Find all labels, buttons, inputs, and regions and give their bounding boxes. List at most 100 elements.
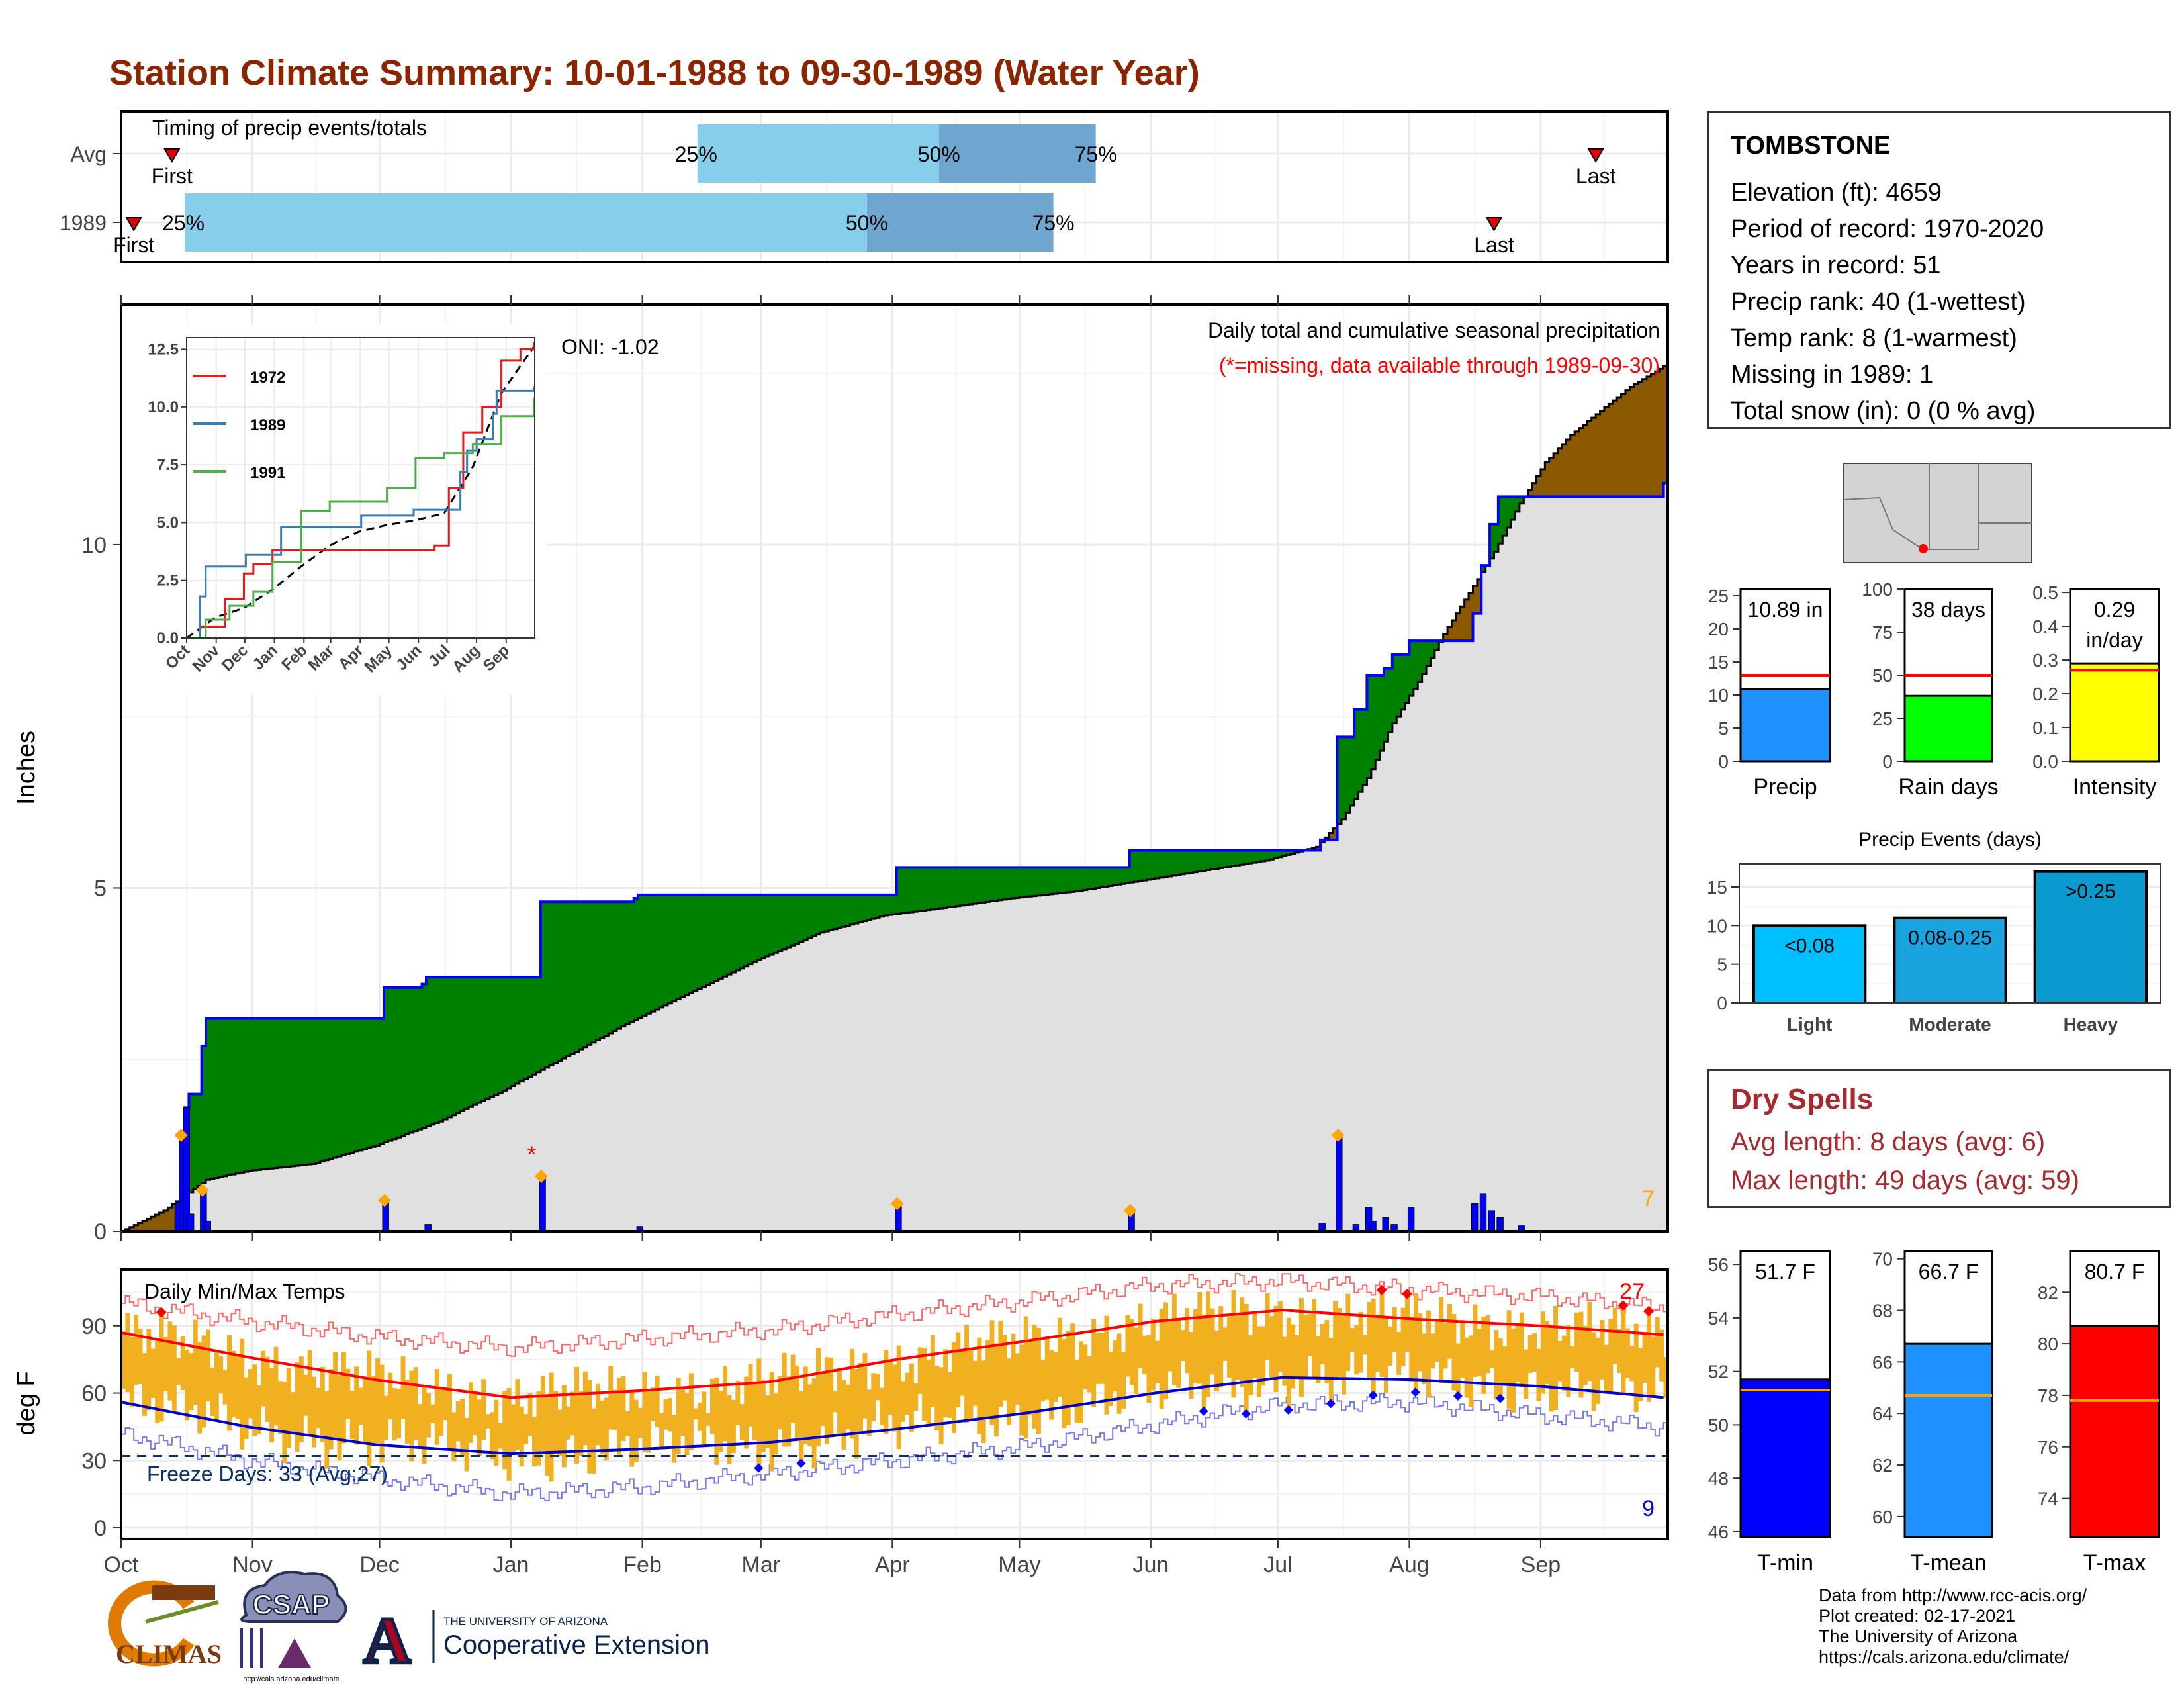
events-title: Precip Events (days): [1858, 829, 2042, 851]
daily-temp-range-bar: [795, 1365, 799, 1442]
above-normal-fill: [227, 1018, 232, 1176]
daily-temp-range-bar: [1070, 1323, 1075, 1405]
above-normal-fill: [1185, 850, 1190, 874]
daily-temp-range-bar: [430, 1404, 435, 1424]
daily-precip-bar: [1369, 1220, 1377, 1232]
above-normal-fill: [498, 977, 503, 1093]
above-normal-fill: [1040, 867, 1046, 896]
daily-temp-range-bar: [1002, 1335, 1007, 1401]
above-normal-fill: [735, 894, 741, 970]
month-tick-label: Nov: [232, 1552, 272, 1577]
above-normal-fill: [413, 987, 418, 1131]
above-normal-fill: [807, 894, 813, 939]
daily-temp-range-bar: [1638, 1348, 1643, 1401]
daily-temp-range-bar: [1405, 1293, 1410, 1352]
above-normal-fill: [688, 894, 694, 994]
daily-temp-range-bar: [1434, 1320, 1439, 1362]
below-normal-fill: [1460, 606, 1465, 641]
above-normal-fill: [1422, 641, 1427, 675]
daily-temp-range-bar: [1443, 1323, 1448, 1369]
ua-letter: A: [363, 1604, 411, 1677]
small-bar-value-label: 0.29: [2094, 598, 2135, 622]
daily-temp-range-bar: [837, 1369, 842, 1434]
daily-temp-range-bar: [989, 1320, 995, 1426]
daily-temp-range-bar: [1574, 1312, 1580, 1372]
timing-row-label: 1989: [60, 211, 107, 235]
inset-frame: [186, 337, 535, 639]
timing-title: Timing of precip events/totals: [152, 116, 427, 140]
daily-temp-range-bar: [621, 1376, 626, 1442]
small-bar-name: Rain days: [1898, 774, 1998, 800]
above-normal-fill: [604, 902, 609, 1036]
above-normal-fill: [422, 984, 427, 1128]
daily-temp-range-bar: [1439, 1297, 1444, 1383]
above-normal-fill: [638, 894, 643, 1018]
above-normal-fill: [201, 1046, 206, 1183]
daily-precip-bar: [1496, 1217, 1504, 1232]
above-normal-fill: [1180, 850, 1185, 874]
small-bar-y-tick-label: 0.4: [2032, 616, 2058, 637]
daily-temp-range-bar: [909, 1363, 914, 1432]
daily-temp-range-bar: [714, 1377, 719, 1465]
oni-label: ONI: -1.02: [561, 335, 659, 359]
timing-bar-25-50: [185, 193, 867, 252]
above-normal-fill: [439, 977, 444, 1122]
daily-temp-range-bar: [469, 1382, 473, 1443]
above-normal-fill: [714, 894, 719, 981]
above-normal-fill: [1405, 654, 1410, 703]
daily-temp-range-bar: [473, 1390, 478, 1436]
daily-temp-range-bar: [303, 1374, 308, 1416]
precip-count-label: 7: [1642, 1186, 1655, 1211]
above-normal-fill: [909, 867, 914, 912]
station-info-box: TOMBSTONE Elevation (ft): 4659 Period of…: [1707, 111, 2171, 429]
above-normal-fill: [1079, 867, 1084, 891]
small-bar-value: [1739, 688, 1831, 763]
below-normal-fill: [150, 1217, 156, 1231]
above-normal-fill: [1019, 867, 1024, 898]
above-normal-fill: [222, 1018, 228, 1176]
daily-temp-range-bar: [1312, 1299, 1317, 1378]
daily-temp-range-bar: [218, 1356, 224, 1393]
station-years: Years in record: 51: [1731, 252, 1941, 279]
daily-temp-range-bar: [1129, 1318, 1134, 1385]
daily-temp-range-bar: [829, 1358, 834, 1436]
below-normal-fill: [1646, 376, 1651, 497]
small-bar-y-tick-label: 78: [2038, 1385, 2058, 1406]
daily-temp-range-bar: [1053, 1352, 1058, 1402]
daily-temp-range-bar: [1621, 1305, 1626, 1395]
daily-temp-range-bar: [295, 1362, 300, 1452]
above-normal-fill: [455, 977, 461, 1113]
above-normal-fill: [1066, 867, 1071, 893]
daily-temp-range-bar: [1396, 1332, 1402, 1375]
above-normal-fill: [193, 1094, 198, 1190]
above-normal-fill: [1511, 496, 1516, 520]
above-normal-fill: [519, 977, 524, 1082]
below-normal-fill: [1633, 384, 1639, 497]
above-normal-fill: [1282, 850, 1287, 857]
daily-temp-range-bar: [926, 1359, 931, 1424]
small-bar-y-tick-label: 20: [1708, 619, 1729, 639]
above-normal-fill: [887, 894, 893, 915]
daily-temp-range-bar: [756, 1358, 762, 1468]
above-normal-fill: [460, 977, 465, 1111]
small-bar-y-tick-label: 25: [1708, 586, 1729, 606]
daily-temp-range-bar: [163, 1337, 168, 1392]
small-bar-y-tick-label: 100: [1862, 579, 1893, 600]
daily-temp-range-bar: [1142, 1335, 1147, 1374]
below-normal-fill: [1608, 404, 1614, 497]
daily-temp-range-bar: [680, 1387, 686, 1436]
daily-temp-range-bar: [1028, 1340, 1033, 1415]
above-normal-fill: [723, 894, 728, 977]
daily-temp-range-bar: [782, 1352, 787, 1447]
below-normal-fill: [1642, 379, 1647, 497]
daily-temp-range-bar: [312, 1376, 317, 1448]
above-normal-fill: [1430, 641, 1435, 659]
above-normal-fill: [1277, 850, 1283, 857]
above-normal-fill: [790, 894, 796, 946]
hot-days-count: 27: [1619, 1279, 1645, 1304]
daily-temp-range-bar: [892, 1364, 897, 1432]
above-normal-fill: [1502, 496, 1508, 536]
above-normal-fill: [680, 894, 686, 998]
daily-temp-range-bar: [1578, 1311, 1584, 1398]
daily-temp-range-bar: [1044, 1336, 1050, 1400]
